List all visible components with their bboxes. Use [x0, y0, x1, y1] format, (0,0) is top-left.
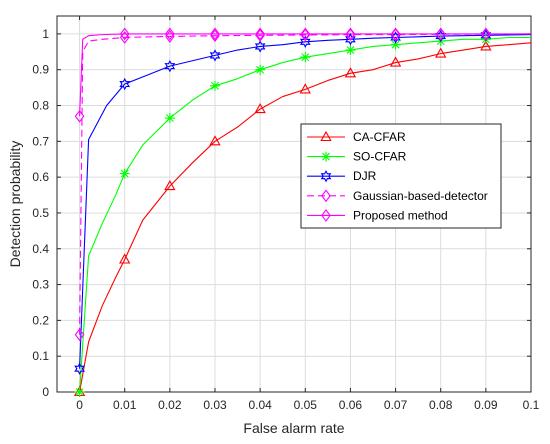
legend-marker-sample: [320, 170, 332, 183]
data-point-djr: [119, 77, 131, 91]
y-tick-label: 1: [42, 27, 49, 41]
x-tick-label: 0.06: [339, 398, 363, 412]
data-point-ca-cfar: [480, 40, 492, 51]
y-tick-label: 0.9: [32, 63, 49, 77]
data-point-proposed-method: [481, 27, 491, 41]
plot-frame: [56, 15, 532, 393]
data-point-ca-cfar: [435, 47, 447, 58]
legend-marker-sample: [321, 208, 331, 222]
data-point-ca-cfar: [254, 102, 266, 114]
x-tick-label: 0.05: [294, 398, 318, 412]
legend-entry-label: Gaussian-based-detector: [353, 189, 488, 203]
series-line-proposed-method: [79, 33, 531, 117]
data-point-djr: [209, 49, 221, 62]
x-tick-label: 0.04: [248, 398, 272, 412]
data-point-djr: [164, 59, 176, 73]
y-tick-label: 0.5: [32, 206, 49, 220]
data-point-djr: [74, 362, 85, 375]
data-point-djr: [345, 33, 356, 46]
data-point-proposed-method: [255, 27, 265, 41]
x-tick-label: 0.03: [203, 398, 227, 412]
y-tick-label: 0.3: [32, 278, 49, 292]
data-point-ca-cfar: [344, 67, 357, 78]
legend-marker-sample: [321, 151, 331, 162]
legend-entry-label: DJR: [353, 169, 377, 183]
y-tick-label: 0.7: [32, 134, 49, 148]
data-point-gaussian-based-detector: [74, 328, 85, 342]
x-tick-label: 0: [76, 398, 83, 412]
x-tick-label: 0.02: [158, 398, 182, 412]
data-point-proposed-method: [345, 27, 356, 41]
data-point-gaussian-based-detector: [255, 28, 265, 42]
x-tick-label: 0.08: [429, 398, 453, 412]
series-line-ca-cfar: [79, 42, 532, 393]
series-line-djr: [79, 34, 532, 369]
data-point-proposed-method: [119, 27, 130, 41]
data-point-ca-cfar: [209, 135, 221, 146]
legend-entry-label: Proposed method: [353, 208, 448, 222]
legend-entry-label: SO-CFAR: [353, 150, 407, 164]
data-point-so-cfar: [300, 52, 311, 63]
x-tick-label: 0.07: [384, 398, 408, 412]
data-point-gaussian-based-detector: [210, 29, 220, 43]
legend-marker-sample: [321, 189, 331, 203]
data-point-so-cfar: [164, 113, 175, 124]
data-point-so-cfar: [119, 168, 130, 179]
series-line-so-cfar: [79, 36, 531, 393]
data-point-proposed-method: [300, 27, 311, 41]
data-point-proposed-method: [74, 109, 85, 123]
legend-marker-sample: [320, 130, 332, 142]
data-point-so-cfar: [210, 80, 220, 91]
series-lines: [79, 33, 532, 393]
series-markers: [73, 27, 492, 397]
data-point-ca-cfar: [299, 83, 311, 94]
y-axis-label: Detection probability: [7, 141, 23, 268]
y-tick-label: 0.2: [32, 313, 49, 327]
data-point-ca-cfar: [389, 56, 402, 67]
legend-entry-label: CA-CFAR: [353, 130, 406, 144]
data-point-djr: [254, 40, 266, 53]
legend: CA-CFAR SO-CFAR DJR Gaussian-based-detector…: [300, 123, 502, 229]
data-point-so-cfar: [390, 39, 401, 50]
data-point-so-cfar: [74, 387, 85, 397]
data-point-proposed-method: [210, 27, 220, 41]
data-point-ca-cfar: [119, 253, 131, 264]
data-point-djr: [299, 35, 311, 48]
y-tick-label: 0.1: [32, 349, 49, 363]
y-tick-label: 0: [42, 385, 49, 399]
data-point-gaussian-based-detector: [165, 29, 175, 43]
y-tick-label: 0.8: [32, 99, 49, 113]
x-tick-label: 0.1: [523, 398, 540, 412]
data-point-so-cfar: [255, 64, 266, 75]
axes: [56, 15, 532, 393]
x-axis-label: False alarm rate: [243, 420, 344, 436]
y-tick-label: 0.4: [32, 242, 49, 256]
y-tick-label: 0.6: [32, 170, 49, 184]
data-point-proposed-method: [165, 27, 175, 41]
data-point-proposed-method: [435, 27, 446, 41]
data-point-gaussian-based-detector: [300, 28, 311, 42]
x-tick-label: 0.09: [474, 398, 498, 412]
data-point-proposed-method: [390, 27, 401, 41]
data-point-so-cfar: [345, 45, 356, 56]
tick-labels: 0 0.01 0.02 0.03 0.04 0.05 0.06 0.07 0.08 0.09 0.1…: [32, 27, 539, 412]
data-point-ca-cfar: [164, 179, 176, 191]
x-tick-label: 0.01: [113, 398, 137, 412]
